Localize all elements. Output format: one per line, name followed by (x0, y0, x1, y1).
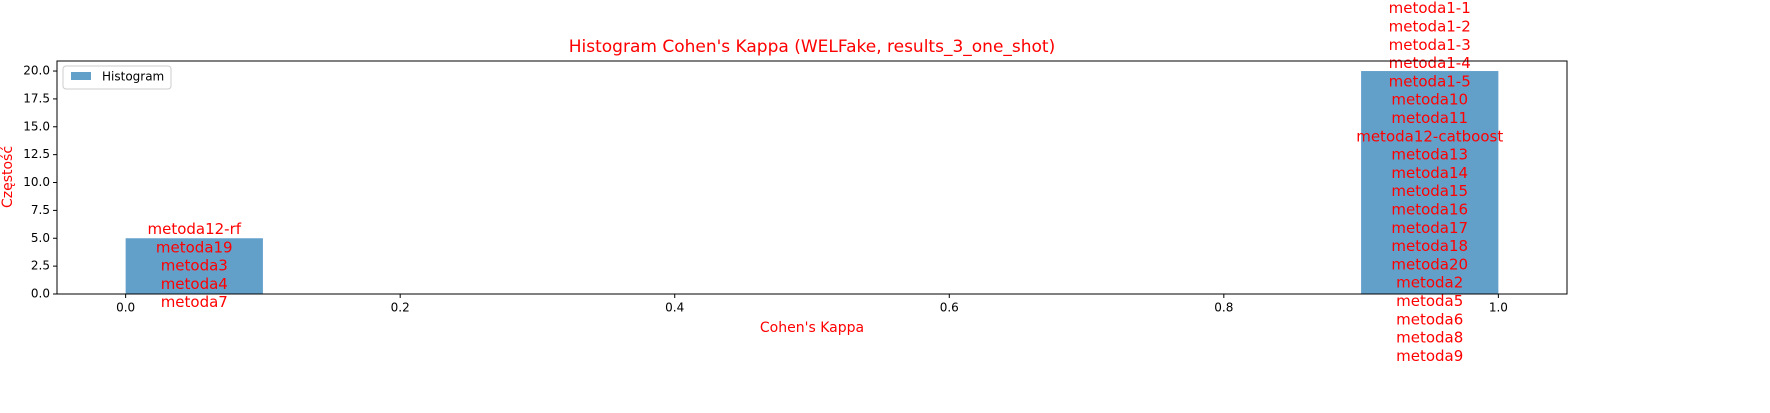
bar-label: metoda19 (156, 238, 233, 256)
legend-box (62, 65, 172, 90)
x-tick-label: 0.6 (940, 301, 959, 315)
x-tick-label: 0.2 (391, 301, 410, 315)
bar (1361, 71, 1499, 294)
plot-frame (56, 60, 1568, 295)
bar-label: metoda18 (1391, 237, 1468, 255)
legend-label: Histogram (102, 70, 164, 84)
bar-label: metoda2 (1396, 274, 1463, 292)
bar-label: metoda3 (161, 257, 228, 275)
bar-label: metoda9 (1396, 347, 1463, 365)
chart-title: Histogram Cohen's Kappa (WELFake, result… (569, 37, 1056, 57)
y-tick-label: 15.0 (23, 119, 50, 133)
bar-label: metoda1-5 (1389, 72, 1471, 90)
x-tick-label: 0.8 (1214, 301, 1233, 315)
y-tick-label: 2.5 (31, 259, 50, 273)
legend-swatch (71, 72, 91, 80)
x-axis-label: Cohen's Kappa (760, 320, 864, 336)
y-tick-label: 10.0 (23, 175, 50, 189)
y-tick-label: 20.0 (23, 64, 50, 78)
y-tick-label: 17.5 (23, 91, 50, 105)
bar-label: metoda12-catboost (1356, 127, 1503, 145)
y-tick-label: 7.5 (31, 203, 50, 217)
bar (125, 238, 263, 294)
y-axis-label: Częstość (0, 146, 16, 208)
bar-label: metoda11 (1391, 109, 1468, 127)
bar-label: metoda15 (1391, 182, 1468, 200)
bar-label: metoda4 (161, 275, 228, 293)
x-tick-label: 0.4 (665, 301, 684, 315)
x-tick-label: 1.0 (1489, 301, 1508, 315)
bar-label: metoda14 (1391, 164, 1468, 182)
bar-label: metoda13 (1391, 146, 1468, 164)
bar-label: metoda10 (1391, 91, 1468, 109)
x-tick-label: 0.0 (116, 301, 135, 315)
bar-label: metoda1-2 (1389, 17, 1471, 35)
bar-label: metoda16 (1391, 200, 1468, 218)
bar-label: metoda1-4 (1389, 54, 1471, 72)
bar-label: metoda12-rf (147, 220, 241, 238)
bar-label: metoda1-3 (1389, 36, 1471, 54)
bar-label: metoda1-1 (1389, 0, 1471, 17)
y-tick-label: 5.0 (31, 231, 50, 245)
bar-label: metoda8 (1396, 329, 1463, 347)
bar-label: metoda17 (1391, 219, 1468, 237)
bar-label: metoda20 (1391, 255, 1468, 273)
bar-label: metoda6 (1396, 310, 1463, 328)
y-tick-label: 12.5 (23, 147, 50, 161)
y-tick-label: 0.0 (31, 287, 50, 301)
bar-label: metoda7 (161, 293, 228, 311)
bar-label: metoda5 (1396, 292, 1463, 310)
